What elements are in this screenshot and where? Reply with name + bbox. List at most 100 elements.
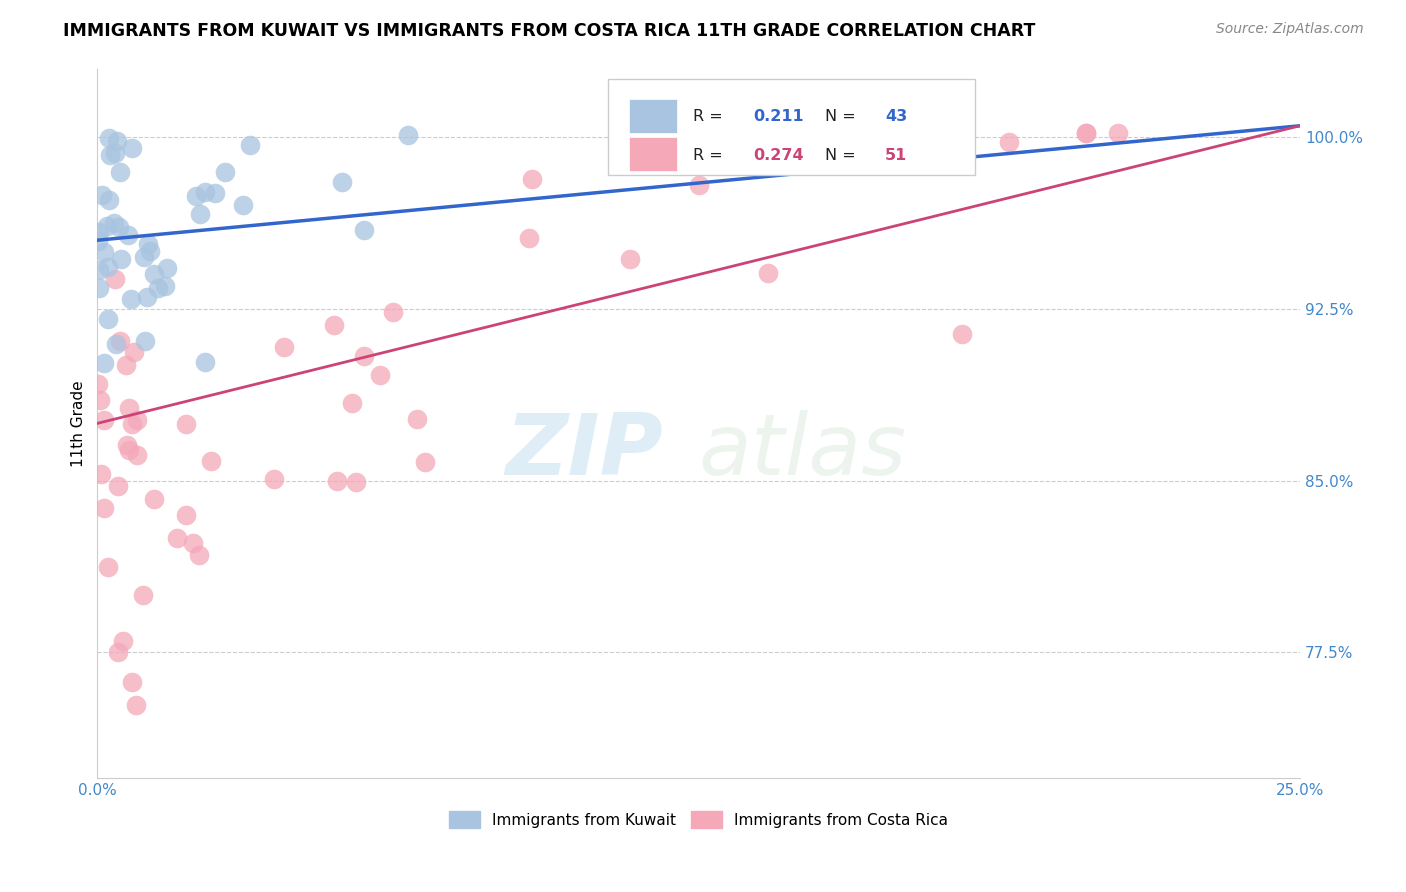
Point [135, 289, 157, 303]
Point [174, 508, 197, 522]
Point [146, 281, 169, 295]
Point [368, 368, 391, 383]
Point [200, 454, 222, 468]
Point [103, 216, 125, 230]
Point [86, 377, 108, 392]
Point [115, 438, 138, 452]
Point [108, 219, 131, 234]
Point [326, 474, 349, 488]
Text: R =: R = [693, 147, 727, 162]
Text: N =: N = [825, 147, 860, 162]
Point [97, 560, 120, 574]
Point [188, 548, 211, 562]
Point [153, 279, 176, 293]
Point [232, 197, 254, 211]
Point [619, 252, 641, 266]
Point [118, 442, 141, 457]
Point [93, 356, 115, 370]
Point [90, 467, 112, 482]
Point [1074, 126, 1097, 140]
Point [89, 263, 111, 277]
Point [156, 260, 179, 275]
Text: N =: N = [825, 110, 860, 124]
Point [204, 186, 226, 201]
Point [120, 292, 142, 306]
Point [353, 223, 375, 237]
Point [121, 417, 143, 432]
Point [344, 475, 367, 490]
Point [122, 344, 145, 359]
Legend: Immigrants from Kuwait, Immigrants from Costa Rica: Immigrants from Kuwait, Immigrants from … [443, 805, 955, 834]
Point [950, 327, 973, 342]
Point [413, 455, 436, 469]
Bar [628, 137, 678, 171]
Text: 51: 51 [886, 147, 907, 162]
Point [174, 417, 197, 431]
Point [851, 130, 873, 145]
Text: ZIP: ZIP [505, 410, 662, 493]
Point [520, 171, 543, 186]
Point [353, 349, 375, 363]
Point [125, 698, 148, 712]
Point [98, 193, 121, 207]
Point [93, 501, 115, 516]
Point [96, 219, 118, 234]
Point [97, 311, 120, 326]
Point [87, 225, 110, 239]
Point [93, 413, 115, 427]
Point [97, 260, 120, 274]
Point [405, 412, 427, 426]
Point [117, 228, 139, 243]
Point [340, 396, 363, 410]
Point [756, 266, 779, 280]
Point [1107, 126, 1129, 140]
Point [239, 137, 262, 152]
Text: 43: 43 [886, 110, 907, 124]
Point [194, 185, 217, 199]
Point [121, 141, 143, 155]
Point [103, 272, 125, 286]
Point [98, 148, 121, 162]
Point [112, 633, 135, 648]
Point [330, 175, 353, 189]
Point [87, 234, 110, 248]
Point [107, 479, 129, 493]
Point [166, 531, 188, 545]
Point [184, 189, 207, 203]
Point [89, 392, 111, 407]
Point [214, 164, 236, 178]
Point [136, 237, 159, 252]
Point [104, 145, 127, 160]
Point [181, 536, 204, 550]
Point [110, 252, 132, 266]
Point [121, 675, 143, 690]
Point [273, 340, 295, 354]
Point [134, 334, 156, 348]
Point [688, 178, 710, 193]
Point [91, 187, 114, 202]
Point [132, 250, 155, 264]
Text: 0.274: 0.274 [752, 147, 803, 162]
Text: 0.211: 0.211 [752, 110, 803, 124]
Point [263, 472, 285, 486]
Point [115, 358, 138, 372]
Point [1074, 126, 1097, 140]
Point [127, 448, 149, 462]
Point [125, 412, 148, 426]
Text: Source: ZipAtlas.com: Source: ZipAtlas.com [1216, 22, 1364, 37]
Point [98, 131, 121, 145]
Bar [628, 99, 678, 133]
Point [118, 401, 141, 416]
Point [108, 165, 131, 179]
FancyBboxPatch shape [609, 79, 976, 175]
Point [382, 305, 405, 319]
Text: R =: R = [693, 110, 727, 124]
Point [105, 336, 128, 351]
Point [396, 128, 419, 143]
Point [322, 318, 344, 333]
Point [188, 206, 211, 220]
Point [105, 134, 128, 148]
Point [87, 281, 110, 295]
Text: IMMIGRANTS FROM KUWAIT VS IMMIGRANTS FROM COSTA RICA 11TH GRADE CORRELATION CHAR: IMMIGRANTS FROM KUWAIT VS IMMIGRANTS FRO… [63, 22, 1036, 40]
Point [131, 588, 153, 602]
